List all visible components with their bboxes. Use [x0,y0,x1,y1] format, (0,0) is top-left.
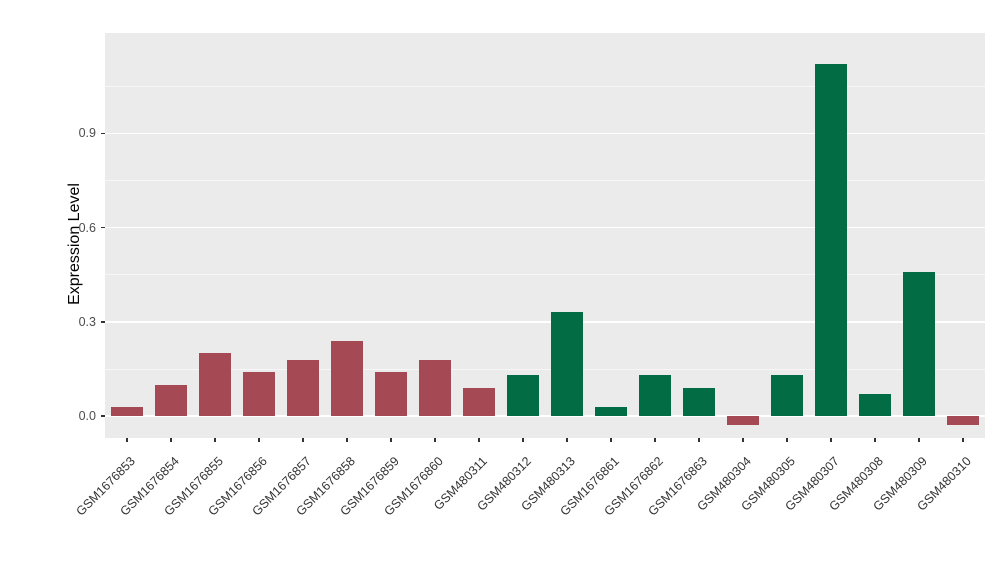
x-tick-mark [126,438,128,442]
bar-GSM480307 [815,64,847,417]
bar-GSM1676855 [199,353,231,416]
x-tick-mark [918,438,920,442]
x-tick-mark [214,438,216,442]
x-tick-mark [698,438,700,442]
bar-GSM1676863 [683,387,715,417]
x-tick-mark [258,438,260,442]
y-tick-mark [101,415,105,417]
bar-GSM480313 [551,312,583,416]
minor-gridline [105,85,985,87]
x-tick-mark [434,438,436,442]
y-tick-mark [101,226,105,229]
x-tick-mark [610,438,612,442]
major-gridline [105,321,985,323]
major-gridline [105,226,985,229]
x-tick-mark [478,438,480,442]
major-gridline [105,415,985,417]
bar-GSM1676861 [595,406,627,416]
bar-GSM1676856 [243,372,275,417]
bar-GSM480305 [771,375,803,417]
minor-gridline [105,274,985,276]
x-tick-mark [170,438,172,442]
x-tick-mark [962,438,964,442]
y-tick-mark [101,132,105,135]
major-gridline [105,132,985,135]
bar-GSM1676862 [639,375,671,417]
bar-GSM1676858 [331,340,363,417]
plot-panel [105,33,985,438]
y-tick-label: 0.6 [78,220,96,235]
x-tick-mark [522,438,524,442]
y-tick-label: 0.9 [78,126,96,141]
bar-GSM1676853 [111,406,143,416]
minor-gridline [105,368,985,370]
x-tick-mark [566,438,568,442]
x-tick-mark [742,438,744,442]
bar-GSM480312 [507,375,539,417]
bar-GSM1676859 [375,372,407,417]
y-axis-title: Expression Level [65,183,83,305]
bar-GSM480310 [947,416,979,426]
bar-GSM1676857 [287,359,319,416]
bar-GSM480309 [903,271,935,416]
bar-GSM480304 [727,416,759,426]
bar-GSM1676854 [155,384,187,417]
x-tick-mark [346,438,348,442]
bar-GSM480308 [859,394,891,416]
y-tick-mark [101,321,105,323]
bar-GSM1676860 [419,359,451,416]
x-tick-mark [654,438,656,442]
minor-gridline [105,180,985,181]
x-tick-mark [874,438,876,442]
x-tick-mark [390,438,392,442]
x-tick-mark [302,438,304,442]
y-tick-label: 0.0 [78,409,96,424]
x-tick-mark [786,438,788,442]
bar-GSM480311 [463,387,495,417]
x-tick-mark [830,438,832,442]
y-tick-label: 0.3 [78,314,96,329]
